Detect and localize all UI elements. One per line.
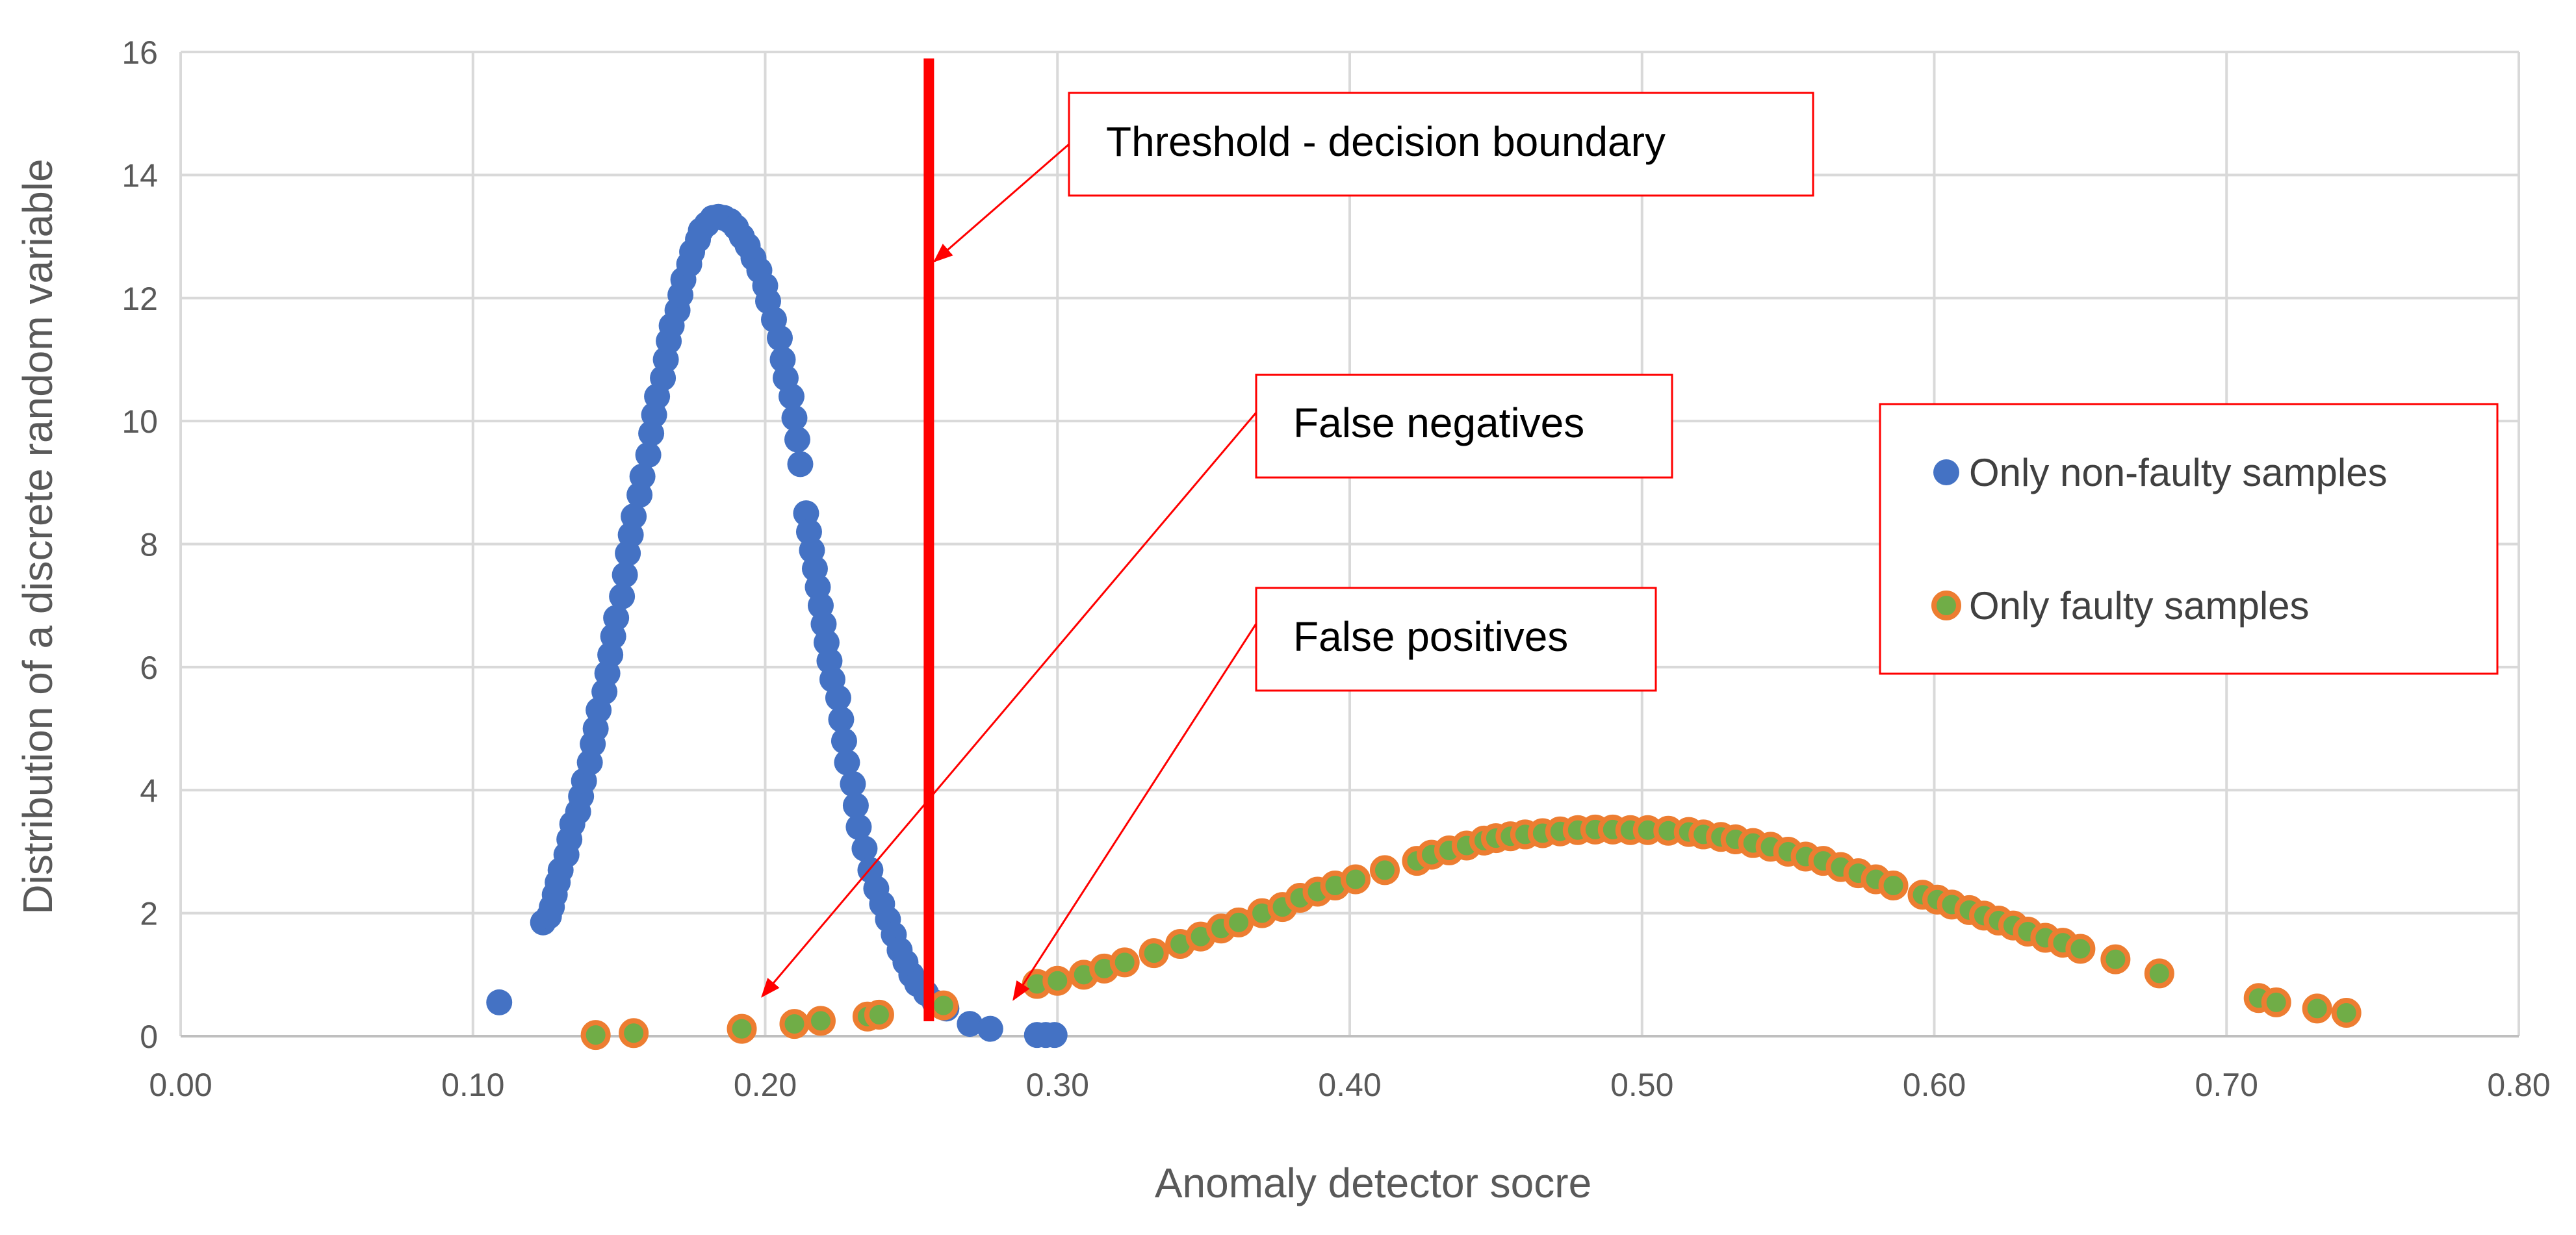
non-faulty-sample-point [778, 383, 805, 410]
non-faulty-sample-point [784, 426, 810, 453]
non-faulty-sample-point [825, 685, 851, 711]
non-faulty-sample-point [842, 792, 869, 819]
legend-marker-faulty [1931, 591, 1961, 620]
legend: Only non-faulty samples Only faulty samp… [1879, 403, 2499, 675]
x-axis-title: Anomaly detector socre [1155, 1160, 1591, 1206]
faulty-sample-point [2331, 998, 2362, 1028]
non-faulty-sample-point [977, 1015, 1003, 1042]
threshold-annotation-text: Threshold - decision boundary [1106, 118, 1666, 165]
non-faulty-sample-point [621, 503, 647, 529]
y-axis-title: Distribution of a discrete random variab… [14, 159, 61, 914]
y-tick-label: 14 [122, 157, 158, 194]
non-faulty-sample-point [834, 749, 860, 776]
x-tick-label: 0.00 [149, 1067, 212, 1103]
faulty-sample-point [2302, 993, 2332, 1024]
faulty-sample-point [2065, 934, 2096, 964]
non-faulty-sample-point [629, 463, 656, 490]
false-positives-annotation-box [1255, 587, 1657, 692]
faulty-sample-point [805, 1006, 836, 1036]
faulty-sample-point [864, 999, 894, 1030]
y-tick-label: 8 [140, 527, 158, 563]
non-faulty-sample-point [612, 561, 638, 588]
x-tick-label: 0.70 [2195, 1067, 2258, 1103]
faulty-sample-point [1042, 965, 1073, 996]
legend-marker-non-faulty [1933, 459, 1959, 485]
data-points [486, 203, 2362, 1050]
non-faulty-sample-point [486, 989, 513, 1015]
y-tick-label: 10 [122, 403, 158, 440]
y-tick-label: 2 [140, 896, 158, 932]
non-faulty-sample-point [635, 442, 662, 468]
non-faulty-sample-point [787, 451, 814, 477]
false-negatives-annotation-text: False negatives [1293, 400, 1584, 446]
non-faulty-sample-point [781, 405, 808, 431]
non-faulty-sample-point [851, 835, 878, 862]
faulty-sample-point [1139, 938, 1169, 969]
non-faulty-sample-point [1041, 1022, 1068, 1049]
annotations: Threshold - decision boundary False nega… [761, 92, 1814, 1001]
y-tick-label: 4 [140, 772, 158, 809]
y-tick-label: 16 [122, 34, 158, 71]
x-tick-label: 0.20 [734, 1067, 797, 1103]
x-tick-label: 0.30 [1026, 1067, 1089, 1103]
x-tick-labels: 0.00 0.10 0.20 0.30 0.40 0.50 0.60 0.70 0.80 [149, 1067, 2550, 1103]
legend-label-non-faulty: Only non-faulty samples [1969, 451, 2388, 494]
faulty-sample-point [580, 1020, 611, 1050]
threshold-annotation-box [1068, 92, 1814, 197]
non-faulty-sample-point [831, 728, 857, 754]
legend-label-faulty: Only faulty samples [1969, 584, 2310, 628]
x-tick-label: 0.10 [441, 1067, 504, 1103]
x-tick-label: 0.40 [1318, 1067, 1381, 1103]
x-tick-label: 0.50 [1610, 1067, 1673, 1103]
faulty-sample-point [2261, 987, 2291, 1017]
y-tick-label: 0 [140, 1019, 158, 1055]
faulty-sample-point [2144, 958, 2174, 989]
faulty-sample-point [619, 1018, 649, 1049]
non-faulty-sample-point [845, 814, 872, 841]
faulty-sample-point [727, 1013, 757, 1044]
non-faulty-sample-point [766, 325, 793, 351]
faulty-sample-point [779, 1009, 810, 1039]
faulty-sample-point [2100, 944, 2131, 974]
threshold-arrow [933, 143, 1070, 262]
false-positives-arrow [1012, 623, 1257, 1001]
y-tick-label: 6 [140, 650, 158, 686]
non-faulty-sample-point [609, 583, 636, 609]
faulty-sample-point [1878, 871, 1909, 901]
faulty-sample-point [1369, 855, 1400, 885]
false-positives-annotation-text: False positives [1293, 613, 1568, 660]
faulty-sample-point [1109, 947, 1140, 978]
non-faulty-sample-point [840, 770, 866, 797]
non-faulty-sample-point [828, 706, 855, 733]
faulty-sample-point [928, 990, 959, 1021]
false-negatives-annotation-box [1255, 374, 1673, 479]
false-negatives-arrow [761, 412, 1257, 998]
y-tick-labels: 0 2 4 6 8 10 12 14 16 [122, 34, 158, 1055]
non-faulty-sample-point [603, 605, 630, 631]
non-faulty-sample-point [957, 1011, 983, 1038]
x-tick-label: 0.60 [1903, 1067, 1966, 1103]
x-tick-label: 0.80 [2487, 1067, 2550, 1103]
faulty-sample-point [1340, 864, 1371, 895]
legend-box [1879, 403, 2499, 675]
y-tick-label: 12 [122, 281, 158, 317]
